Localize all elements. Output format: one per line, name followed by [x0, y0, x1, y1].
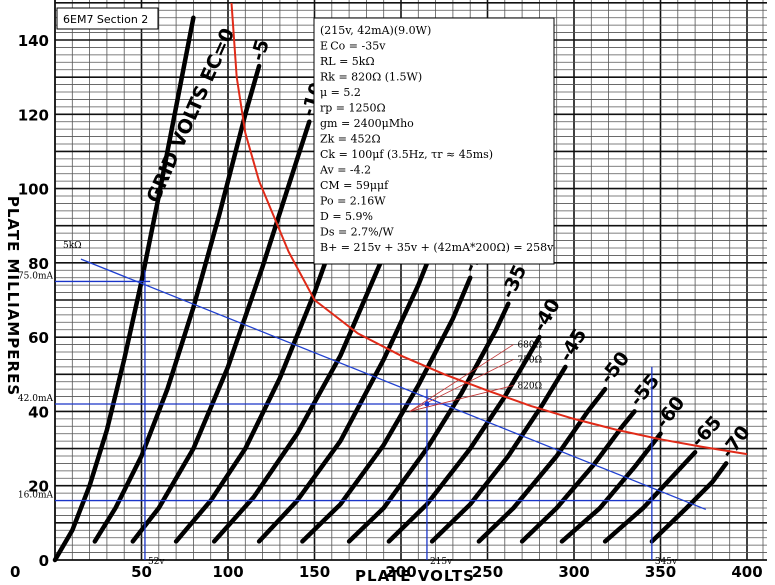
guide-horizontal-label: 75.0mA — [18, 271, 54, 281]
y-tick-label: 20 — [28, 478, 49, 496]
dissipation-path — [230, 2, 748, 456]
bias-line — [409, 344, 514, 412]
y-tick-label: 140 — [18, 32, 49, 50]
grid-curve-0 — [52, 15, 196, 563]
info-line: (215v, 42mA)(9.0W) — [320, 24, 431, 37]
load-line — [80, 258, 707, 511]
info-line: CM = 59μμf — [320, 179, 389, 192]
plate-dissipation-curve — [230, 2, 748, 456]
bias-line — [409, 385, 514, 412]
info-line: Zk = 452Ω — [320, 133, 381, 146]
guide-lines — [55, 270, 661, 560]
guide-horizontal-label: 16.0mA — [18, 491, 54, 501]
bias-line-label: 680Ω — [517, 341, 542, 351]
x-tick-label: 400 — [731, 563, 762, 581]
x-tick-label: 300 — [558, 563, 589, 581]
y-tick-labels: 0 20 40 60 80 100 120 140 — [18, 32, 49, 570]
grid-curve-65 — [602, 450, 698, 544]
x-tick-label: 200 — [385, 563, 416, 581]
info-line: Ds = 2.7%/W — [320, 226, 394, 239]
info-line: RL = 5kΩ — [320, 55, 375, 68]
title-box: 6EM7 Section 2 — [56, 7, 159, 30]
info-line: D = 5.9% — [320, 210, 373, 223]
info-line: Rk = 820Ω (1.5W) — [320, 71, 422, 84]
y-tick-label: 40 — [28, 403, 49, 421]
guide-vertical-label: 52v — [148, 557, 165, 567]
info-lines: (215v, 42mA)(9.0W) E Co = -35v RL = 5kΩ Rk … — [319, 24, 554, 254]
guide-vertical-label: 345v — [655, 557, 678, 567]
info-box: (215v, 42mA)(9.0W) E Co = -35v RL = 5kΩ Rk … — [313, 17, 555, 265]
info-line: B+ = 215v + 35v + (42mA*200Ω) = 258v — [320, 241, 554, 254]
operating-point — [424, 401, 430, 407]
grid-curve-60 — [559, 431, 663, 544]
x-tick-labels: 0 50 100 150 200 250 300 350 400 — [10, 563, 763, 581]
info-line: rp = 1250Ω — [320, 102, 386, 115]
y-tick-label: 100 — [18, 181, 49, 199]
grid-curve-35 — [346, 301, 511, 544]
grid-curve-70 — [649, 461, 729, 544]
grid-curve-25 — [256, 230, 442, 544]
x-tick-label: 250 — [472, 563, 503, 581]
bias-line-label: 750Ω — [517, 355, 542, 365]
info-line: E Co = -35v — [320, 40, 386, 53]
chart-title: 6EM7 Section 2 — [63, 13, 148, 26]
grid-curve-5 — [92, 63, 262, 544]
x-tick-label: 100 — [212, 563, 243, 581]
guide-vertical-label: 215v — [430, 557, 453, 567]
y-tick-label: 60 — [28, 329, 49, 347]
x-tick-label: 350 — [645, 563, 676, 581]
grid-curve-50 — [476, 386, 608, 544]
y-axis-title: PLATE MILLIAMPERES — [4, 196, 22, 396]
grid-curve-55 — [519, 409, 637, 544]
info-line: μ = 5.2 — [320, 86, 361, 99]
info-line: gm = 2400μMho — [320, 117, 414, 130]
x-tick-label: 0 — [10, 563, 20, 581]
y-tick-label: 0 — [39, 552, 49, 570]
load-line-path — [80, 258, 707, 511]
guide-horizontal-label: 42.0mA — [18, 394, 54, 404]
title-box-frame — [56, 7, 159, 30]
info-line: Ck = 100μf (3.5Hz, τr ≈ 45ms) — [320, 148, 493, 161]
load-line-label: 5kΩ — [63, 241, 82, 251]
info-line: Av = -4.2 — [319, 164, 371, 177]
annotation-labels: 75.0mA 42.0mA 16.0mA 52v 215v 345v 5kΩ 680Ω 750Ω… — [18, 241, 678, 567]
y-tick-label: 80 — [28, 255, 49, 273]
x-tick-label: 50 — [131, 563, 152, 581]
info-box-frame — [313, 17, 555, 265]
bias-line-label: 820Ω — [517, 381, 542, 391]
y-tick-label: 120 — [18, 106, 49, 124]
info-line: Po = 2.16W — [320, 195, 386, 208]
grid-curve-45 — [429, 364, 568, 544]
grid-curve-30 — [300, 275, 473, 544]
x-axis-title: PLATE VOLTS — [355, 567, 475, 585]
grid-curve-10 — [130, 119, 312, 544]
x-tick-label: 150 — [299, 563, 330, 581]
